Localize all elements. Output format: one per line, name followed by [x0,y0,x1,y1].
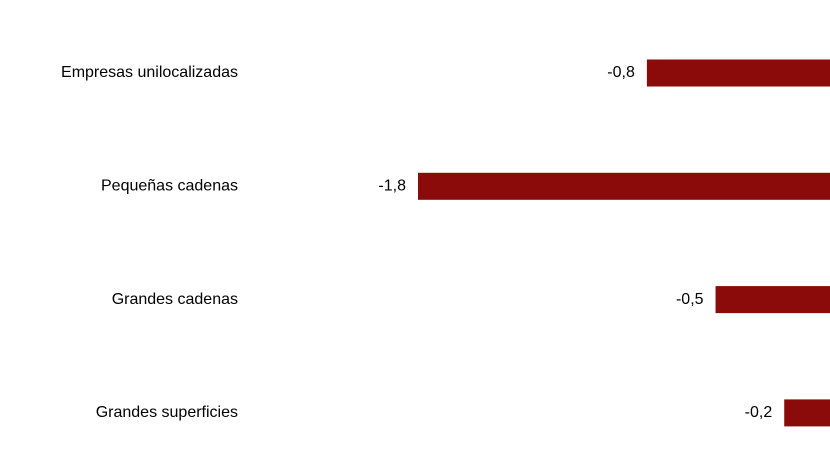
value-label: -0,8 [607,64,635,81]
bar [418,172,830,200]
category-label: Grandes superficies [96,404,238,421]
value-label: -1,8 [378,178,406,195]
category-label: Pequeñas cadenas [101,178,238,195]
bar [715,286,830,314]
value-label: -0,5 [676,291,704,308]
bar [784,399,830,427]
category-label: Empresas unilocalizadas [61,64,238,81]
category-label: Grandes cadenas [112,291,238,308]
bar [646,59,830,87]
value-label: -0,2 [745,404,773,421]
